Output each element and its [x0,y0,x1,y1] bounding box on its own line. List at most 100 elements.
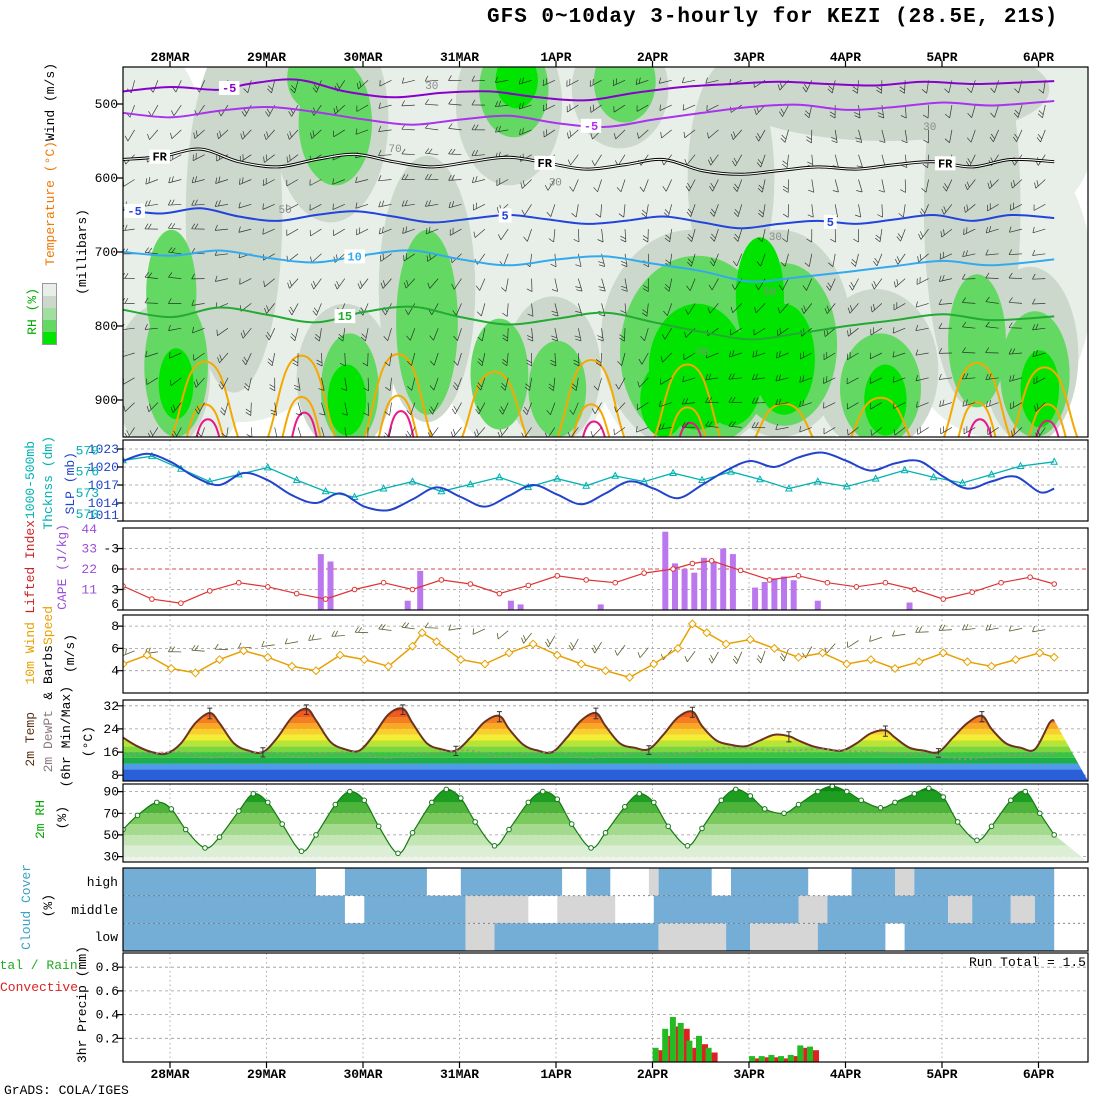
rh-color-stripe [123,786,1088,792]
cape-bar [906,602,913,610]
rh-marker [636,791,643,797]
p5-border [122,699,1089,782]
thickness-tick-label: 570 [76,507,99,522]
precip-axis-label: 3hr Precip (mm) [75,946,90,1064]
temp-arch-25C [957,401,997,437]
lifted-index-marker [467,581,474,587]
thickness-axis-label-2: Thcknss (dm) [41,436,56,530]
rh-shading-blob [146,229,197,356]
lifted-index-line [123,560,1055,604]
dewpt-axis-label: 2m DewPt [41,710,56,773]
li-tick-label: 0 [111,562,119,577]
cape-bar [710,561,717,610]
axis-ticks-left [117,547,123,611]
cloud-segment-high [460,868,563,896]
rh-marker [409,830,416,836]
temp-contour-15 [123,305,1055,341]
temp-color-stripe [123,740,1088,747]
temp-color-stripe [123,769,1088,781]
precip-total-bar [797,1045,804,1062]
temp-color-stripe [123,717,1088,724]
li-tick-label: 6 [111,597,119,612]
lifted-index-marker [689,560,696,567]
lifted-index-marker [670,566,676,572]
cape-tick-label: 44 [81,522,97,537]
rh-marker [154,799,160,806]
cape-bar [814,600,821,610]
rh-tick-label: 30 [103,850,119,865]
rh-marker [940,794,947,800]
cloud-segment-low [726,923,751,951]
rh-marker [506,826,512,833]
li-tick-label: 3 [111,583,119,598]
thickness-tick-label: 573 [76,486,99,501]
thickness-tick-label: 576 [76,465,99,480]
rh-marker [279,821,286,827]
contour-label-bg [934,156,956,171]
axis-ticks-left [117,625,123,672]
pressure-tick-label: 900 [95,393,118,408]
lifted-index-marker [795,573,802,579]
page-title: GFS 0~10day 3-hourly for KEZI (28.5E, 21… [487,6,1059,29]
rh-marker [1008,797,1014,804]
wind10m-units-label: (m/s) [63,634,78,674]
rh-marker [877,805,884,811]
rh-marker [974,837,980,844]
rh2m-axis-label: 2m RH [33,800,48,840]
rh-contour-label: 70 [695,348,708,360]
rh-shading-blob [185,67,283,393]
precip-convective-bar [784,1058,790,1062]
left-axis-label-temp-wind: Temperature (°C)Wind (m/s) [43,63,58,266]
date-label-bottom: 6APR [1023,1067,1054,1082]
date-label-top: 6APR [1023,50,1054,65]
temp-tick-label: 8 [111,768,119,783]
rh-tick-label: 90 [103,785,119,800]
gridlines-h [123,791,1088,857]
temp-color-stripe [123,757,1088,764]
cape-bar [404,600,411,610]
rh-marker [1037,810,1043,817]
contour-label: FR [152,151,167,165]
panel-cape-li [123,528,1088,610]
rh-marker [954,819,961,825]
precip-convective-bar [692,1047,699,1062]
date-label-bottom: 1APR [540,1067,571,1082]
cape-bar [417,570,424,610]
temp-arch-25C [668,406,707,437]
temp-contour-10 [123,249,1055,283]
gridlines-h [123,895,1088,924]
date-label-top: 3APR [733,50,764,65]
rh-marker [182,826,189,833]
axis-ticks-left [117,966,123,1039]
slp-tick-label: 1020 [88,460,119,475]
wind10m-axis-label-1: 10m Wind [23,622,38,685]
rh-contour-label: 70 [389,144,402,156]
temp-arch-20C [170,360,240,437]
cape-bar [729,554,736,610]
rh-tick-label: 50 [103,828,119,843]
panel-wind10m [123,615,1088,693]
cape-bar [691,572,698,610]
cloud-segment-low [817,923,886,951]
gridlines-v [169,615,1039,693]
lifted-index-marker [525,582,532,589]
contour-label: 15 [338,310,352,324]
p8-border [122,952,1089,1063]
cloud-segment-middle [1034,895,1055,924]
grads-credit: GrADS: COLA/IGES [4,1083,129,1098]
date-label-bottom: 28MAR [150,1067,189,1082]
slp-tick-label: 1014 [88,496,119,511]
lifted-index-marker [612,579,619,586]
surface-wind-barbs [123,622,1046,664]
pressure-tick-label: 800 [95,319,118,334]
rh-marker [988,823,995,830]
cape-bar [700,557,707,610]
date-label-bottom: 2APR [637,1067,668,1082]
cloud-segment-low [750,923,818,951]
precip-tick-label: 0.6 [96,984,119,999]
rh-marker [298,848,305,855]
cloud-segment-high [658,868,712,896]
rh-shading-blob [721,67,1050,141]
